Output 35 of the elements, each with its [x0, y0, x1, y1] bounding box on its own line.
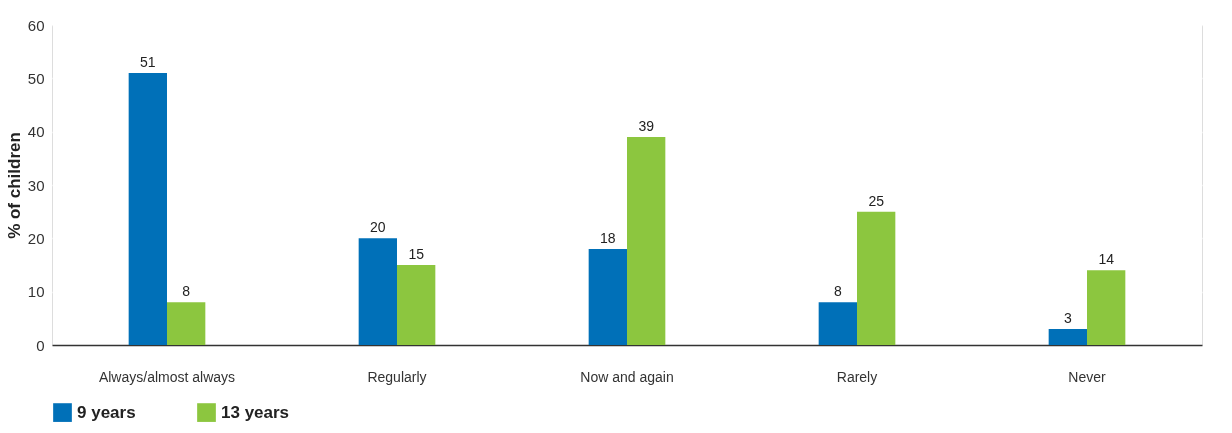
y-tick-label: 40 [27, 123, 45, 141]
data-label: 25 [868, 192, 885, 209]
bar [1087, 270, 1126, 345]
x-tick-label: Always/almost always [98, 368, 236, 385]
y-tick-label: 10 [27, 283, 45, 301]
data-label: 8 [833, 283, 842, 300]
bar [627, 137, 666, 345]
x-tick-label: Regularly [367, 368, 427, 385]
y-axis-title: % of children [4, 132, 24, 239]
data-label: 3 [1063, 310, 1072, 326]
x-tick-label: Rarely [836, 368, 878, 385]
legend-label: 13 years [221, 402, 290, 422]
y-tick-label: 20 [27, 229, 45, 247]
data-label: 14 [1098, 251, 1115, 268]
data-label: 8 [182, 283, 191, 300]
bar [128, 73, 167, 345]
legend-label: 9 years [77, 402, 136, 422]
x-tick-label: Now and again [580, 368, 674, 385]
y-tick-label: 0 [36, 336, 45, 354]
data-label: 51 [140, 54, 156, 70]
data-label: 18 [600, 230, 616, 246]
bar [358, 238, 397, 345]
data-label: 20 [370, 219, 386, 236]
y-tick-label: 60 [27, 16, 45, 34]
data-label: 15 [408, 246, 425, 262]
bar [1048, 329, 1087, 345]
y-tick-label: 50 [27, 69, 45, 87]
bar [397, 265, 436, 345]
bar [167, 302, 206, 345]
y-tick-label: 30 [27, 176, 45, 194]
bar [588, 249, 627, 345]
bar [818, 302, 857, 345]
x-tick-label: Never [1068, 368, 1106, 385]
bar [857, 211, 896, 345]
data-label: 39 [638, 118, 655, 134]
